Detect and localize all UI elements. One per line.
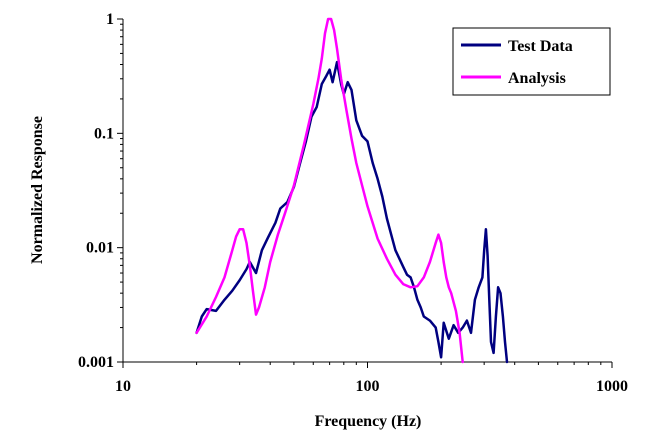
y-tick-label: 0.1 xyxy=(94,125,114,142)
y-tick-label: 1 xyxy=(106,11,114,28)
x-tick-label: 10 xyxy=(115,378,131,395)
x-axis-title: Frequency (Hz) xyxy=(315,413,422,430)
x-tick-label: 1000 xyxy=(596,378,628,395)
legend: Test Data Analysis xyxy=(452,27,611,96)
series-line-test-data xyxy=(195,60,509,364)
legend-label-analysis: Analysis xyxy=(508,70,566,87)
y-tick-label: 0.01 xyxy=(86,240,114,257)
y-axis-title: Normalized Response xyxy=(29,116,46,264)
series-layer xyxy=(195,17,509,364)
y-tick-label: 0.001 xyxy=(78,354,114,371)
x-tick-label: 100 xyxy=(356,378,380,395)
axes: 0.001 0.01 0.1 1 10 100 1000 xyxy=(78,11,628,395)
legend-label-test-data: Test Data xyxy=(508,38,573,55)
series-line-analysis xyxy=(195,17,464,364)
legend-box xyxy=(452,27,611,96)
